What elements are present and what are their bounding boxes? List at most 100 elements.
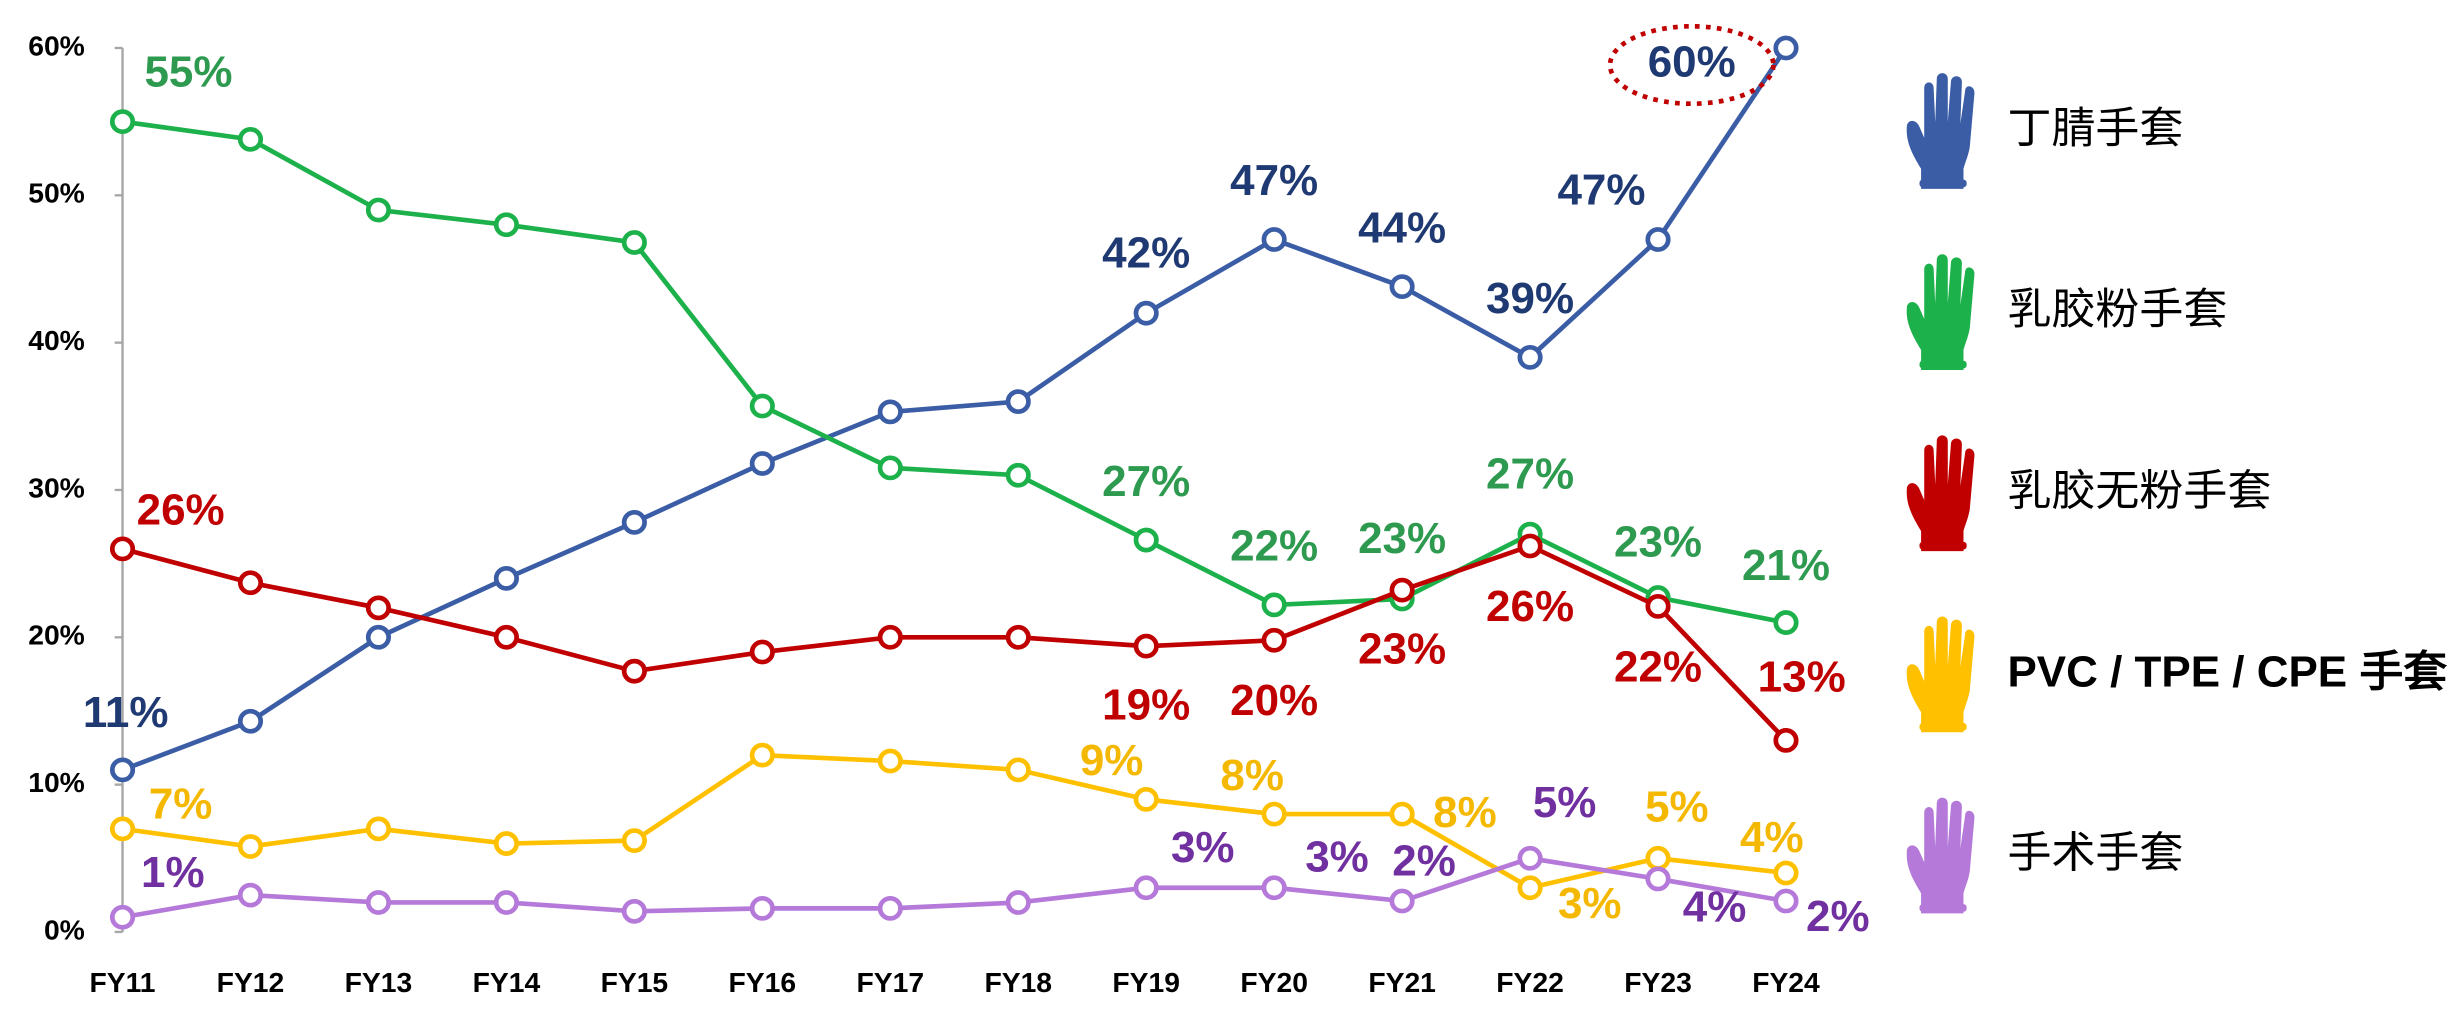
- series: 11% 42% 47% 44% 39% 47% 60%: [83, 23, 1799, 783]
- marker: [1133, 875, 1159, 901]
- marker: [109, 816, 136, 842]
- data-label: 27%: [1102, 457, 1190, 506]
- marker: [493, 831, 519, 856]
- legend-label: PVC / TPE / CPE 手套: [2007, 648, 2447, 697]
- line: [121, 543, 1788, 743]
- x-tick-label: FY20: [1240, 967, 1308, 998]
- x-tick-label: FY12: [217, 967, 285, 998]
- marker: [621, 658, 647, 684]
- legend-icon: [1906, 254, 1975, 370]
- marker: [1773, 860, 1799, 886]
- x-tick-label: FY21: [1368, 967, 1436, 998]
- x-tick-label: FY22: [1496, 967, 1564, 998]
- x-tick-label: FY18: [984, 967, 1052, 998]
- marker: [237, 126, 264, 152]
- legend-cuff: [1919, 541, 1967, 550]
- data-label: 22%: [1230, 522, 1318, 571]
- marker: [1261, 801, 1287, 827]
- data-label: 39%: [1486, 274, 1574, 323]
- data-label: 3%: [1171, 823, 1235, 872]
- data-label: 8%: [1220, 751, 1284, 800]
- marker: [1645, 866, 1671, 892]
- marker: [1773, 728, 1799, 753]
- marker: [1773, 35, 1799, 61]
- data-label: 5%: [1533, 778, 1597, 827]
- series: 55% 27% 22% 23% 27% 23% 21%: [109, 48, 1830, 635]
- legend-item: 丁腈手套: [1906, 73, 2183, 189]
- data-label: 23%: [1614, 518, 1702, 567]
- marker: [1005, 624, 1031, 650]
- data-label: 11%: [83, 688, 169, 737]
- legend-icon: [1906, 616, 1975, 733]
- y-tick-label: 0%: [44, 915, 85, 946]
- series: 26% 19% 20% 23% 26% 22% 13%: [109, 486, 1846, 753]
- marker: [109, 757, 136, 783]
- y-tick-label: 30%: [28, 473, 85, 504]
- data-label: 23%: [1358, 514, 1446, 563]
- marker: [749, 393, 775, 419]
- legend-icon: [1906, 797, 1975, 914]
- legend-cuff: [1919, 904, 1967, 912]
- marker: [1773, 610, 1799, 635]
- data-label: 8%: [1433, 788, 1497, 837]
- marker: [493, 212, 519, 238]
- marker: [749, 639, 775, 665]
- line: [122, 752, 1787, 891]
- legend-item: 手术手套: [1906, 797, 2183, 914]
- legend-item: PVC / TPE / CPE 手套: [1906, 616, 2448, 733]
- y-tick-label: 20%: [28, 620, 85, 651]
- data-label: 60%: [1648, 38, 1736, 87]
- legend-label: 丁腈手套: [2007, 104, 2183, 153]
- y-tick-label: 60%: [28, 31, 85, 62]
- marker: [1389, 801, 1415, 827]
- marker: [621, 230, 647, 255]
- marker: [877, 895, 903, 921]
- marker: [1261, 227, 1287, 252]
- marker: [877, 455, 903, 481]
- marker: [1133, 527, 1159, 553]
- marker: [749, 742, 775, 768]
- data-label: 42%: [1102, 229, 1190, 278]
- marker: [237, 882, 264, 908]
- marker: [1517, 344, 1543, 370]
- marker: [365, 595, 392, 621]
- marker: [1261, 627, 1287, 653]
- x-tick-label: FY14: [473, 967, 541, 998]
- marker: [621, 828, 647, 853]
- data-label: 19%: [1102, 681, 1190, 730]
- data-label: 9%: [1080, 736, 1144, 785]
- legend-label: 乳胶无粉手套: [2007, 467, 2271, 516]
- marker: [493, 565, 519, 591]
- legend-label: 手术手套: [2007, 829, 2183, 878]
- marker: [237, 708, 264, 734]
- marker: [237, 570, 264, 596]
- marker: [877, 624, 903, 650]
- y-tick-label: 50%: [28, 178, 85, 209]
- data-label: 26%: [1486, 582, 1574, 631]
- line: [121, 46, 1788, 773]
- marker: [1261, 592, 1287, 618]
- marker: [1133, 300, 1159, 326]
- data-label: 23%: [1358, 625, 1446, 674]
- legend-icon: [1906, 73, 1975, 189]
- marker: [1517, 875, 1543, 901]
- marker: [1517, 845, 1543, 871]
- marker: [1645, 845, 1671, 871]
- data-label: 22%: [1614, 643, 1702, 692]
- data-label: 4%: [1683, 883, 1747, 932]
- legend-item: 乳胶粉手套: [1906, 254, 2227, 370]
- marker: [1005, 890, 1031, 915]
- marker: [1133, 786, 1159, 812]
- x-tick-label: FY11: [90, 967, 156, 998]
- marker: [877, 399, 903, 425]
- data-label: 1%: [141, 848, 205, 897]
- marker: [365, 624, 392, 650]
- data-label: 47%: [1557, 166, 1645, 215]
- x-tick-label: FY17: [856, 967, 924, 998]
- y-tick-label: 40%: [28, 325, 85, 356]
- line: [122, 855, 1787, 920]
- marker: [1389, 274, 1415, 300]
- legend-icon: [1906, 435, 1975, 552]
- marker: [1389, 888, 1415, 914]
- marker: [493, 624, 519, 650]
